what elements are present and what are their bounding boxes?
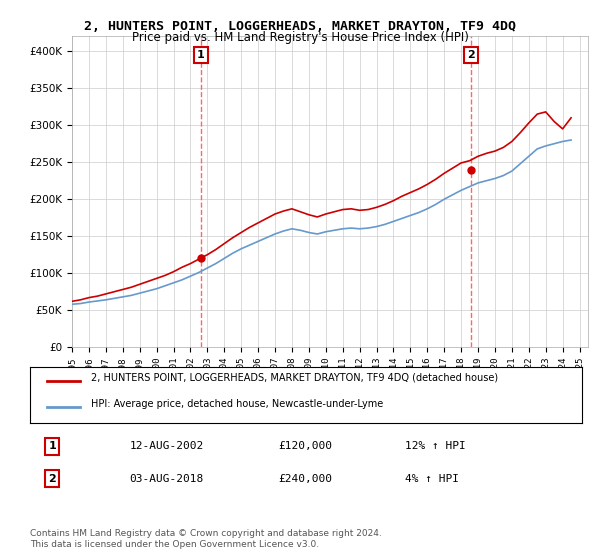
Text: 12% ↑ HPI: 12% ↑ HPI <box>406 441 466 451</box>
Text: 2: 2 <box>467 50 475 60</box>
Text: £240,000: £240,000 <box>278 474 332 484</box>
Text: Price paid vs. HM Land Registry's House Price Index (HPI): Price paid vs. HM Land Registry's House … <box>131 31 469 44</box>
Text: 1: 1 <box>48 441 56 451</box>
Text: 4% ↑ HPI: 4% ↑ HPI <box>406 474 460 484</box>
Text: 03-AUG-2018: 03-AUG-2018 <box>130 474 203 484</box>
Text: 1: 1 <box>197 50 205 60</box>
Text: 2, HUNTERS POINT, LOGGERHEADS, MARKET DRAYTON, TF9 4DQ: 2, HUNTERS POINT, LOGGERHEADS, MARKET DR… <box>84 20 516 32</box>
Text: 2: 2 <box>48 474 56 484</box>
Text: £120,000: £120,000 <box>278 441 332 451</box>
Text: 12-AUG-2002: 12-AUG-2002 <box>130 441 203 451</box>
Text: HPI: Average price, detached house, Newcastle-under-Lyme: HPI: Average price, detached house, Newc… <box>91 399 383 409</box>
Text: 2, HUNTERS POINT, LOGGERHEADS, MARKET DRAYTON, TF9 4DQ (detached house): 2, HUNTERS POINT, LOGGERHEADS, MARKET DR… <box>91 372 498 382</box>
Text: Contains HM Land Registry data © Crown copyright and database right 2024.
This d: Contains HM Land Registry data © Crown c… <box>30 529 382 549</box>
